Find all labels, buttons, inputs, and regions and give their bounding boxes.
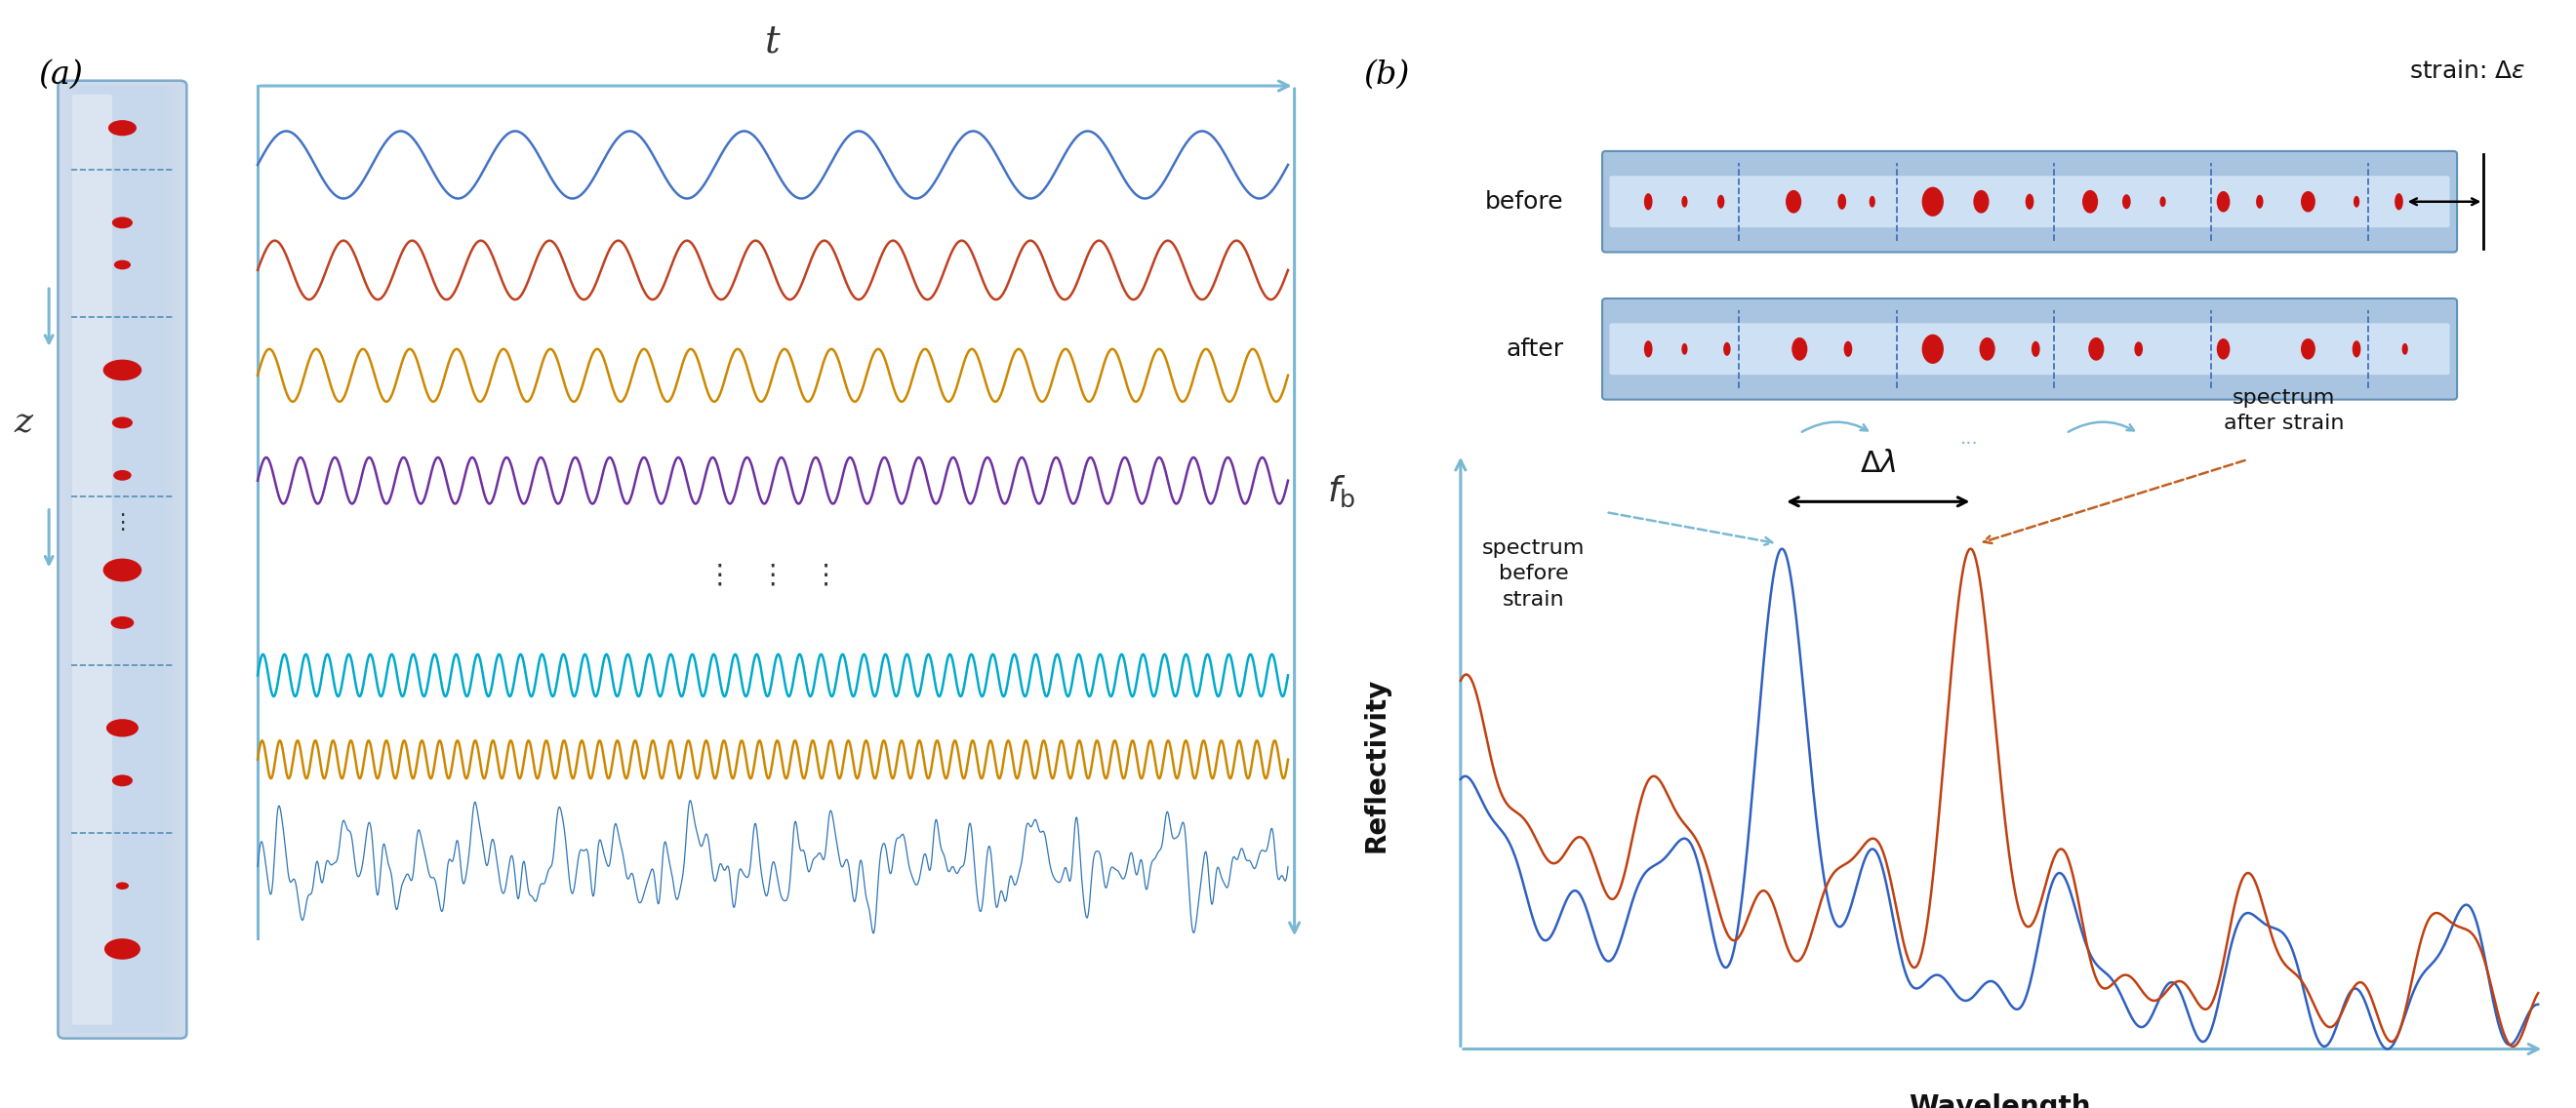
- Ellipse shape: [1682, 343, 1687, 355]
- Bar: [77, 85, 167, 1033]
- FancyBboxPatch shape: [1602, 298, 2458, 400]
- Ellipse shape: [1922, 335, 1945, 363]
- Ellipse shape: [1973, 191, 1989, 213]
- Text: ...: ...: [1960, 429, 1978, 448]
- Ellipse shape: [1785, 191, 1801, 213]
- Text: t: t: [765, 23, 781, 60]
- Bar: [64, 85, 180, 1033]
- Ellipse shape: [103, 938, 139, 960]
- Ellipse shape: [2257, 195, 2264, 208]
- Ellipse shape: [2300, 338, 2316, 359]
- Ellipse shape: [113, 217, 134, 228]
- Text: ⋮: ⋮: [111, 513, 134, 533]
- Ellipse shape: [103, 558, 142, 582]
- Bar: [118, 85, 126, 1033]
- Ellipse shape: [111, 616, 134, 629]
- Text: Wavelength: Wavelength: [1909, 1094, 2089, 1108]
- Bar: [95, 85, 149, 1033]
- Bar: [108, 85, 137, 1033]
- Bar: [72, 85, 173, 1033]
- Text: after: after: [1507, 337, 1564, 361]
- Ellipse shape: [2218, 191, 2231, 213]
- Ellipse shape: [1922, 187, 1945, 216]
- Ellipse shape: [1793, 338, 1808, 360]
- Text: Reflectivity: Reflectivity: [1363, 677, 1388, 852]
- Ellipse shape: [2136, 341, 2143, 357]
- Ellipse shape: [2025, 194, 2035, 209]
- Ellipse shape: [2218, 338, 2231, 359]
- Ellipse shape: [1870, 196, 1875, 207]
- Text: strain: $\Delta\varepsilon$: strain: $\Delta\varepsilon$: [2409, 60, 2527, 83]
- Ellipse shape: [113, 774, 134, 787]
- Ellipse shape: [2354, 196, 2360, 207]
- Ellipse shape: [113, 470, 131, 481]
- Text: ⋮   ⋮   ⋮: ⋮ ⋮ ⋮: [706, 562, 840, 589]
- Bar: [106, 85, 139, 1033]
- Bar: [85, 85, 160, 1033]
- FancyBboxPatch shape: [59, 81, 185, 1038]
- Ellipse shape: [2300, 191, 2316, 213]
- Ellipse shape: [1643, 340, 1651, 358]
- Ellipse shape: [1978, 338, 1996, 360]
- Text: spectrum
after strain: spectrum after strain: [2223, 388, 2344, 433]
- Bar: [67, 85, 178, 1033]
- Ellipse shape: [1682, 196, 1687, 207]
- Bar: [111, 85, 134, 1033]
- Text: (a): (a): [39, 60, 82, 91]
- Ellipse shape: [113, 417, 134, 429]
- FancyBboxPatch shape: [1610, 176, 2450, 227]
- Text: z: z: [13, 407, 31, 439]
- Ellipse shape: [103, 359, 142, 380]
- Ellipse shape: [116, 882, 129, 890]
- Ellipse shape: [2123, 194, 2130, 209]
- Ellipse shape: [106, 719, 139, 737]
- Bar: [103, 85, 142, 1033]
- Bar: [113, 85, 131, 1033]
- Text: $\Delta\lambda$: $\Delta\lambda$: [1860, 449, 1896, 479]
- Text: spectrum
before
strain: spectrum before strain: [1481, 538, 1584, 609]
- Bar: [70, 85, 175, 1033]
- Ellipse shape: [2352, 340, 2360, 358]
- Ellipse shape: [2401, 343, 2409, 355]
- FancyBboxPatch shape: [1602, 151, 2458, 253]
- Text: $f_{\mathrm{b}}$: $f_{\mathrm{b}}$: [1327, 473, 1355, 509]
- Bar: [98, 85, 144, 1033]
- FancyBboxPatch shape: [72, 94, 113, 1025]
- Ellipse shape: [2032, 341, 2040, 357]
- Bar: [90, 85, 155, 1033]
- Text: (b): (b): [1363, 60, 1409, 91]
- FancyBboxPatch shape: [1610, 324, 2450, 375]
- Bar: [82, 85, 162, 1033]
- Ellipse shape: [2396, 193, 2403, 211]
- Text: before: before: [1484, 189, 1564, 214]
- Ellipse shape: [2081, 191, 2097, 213]
- Bar: [116, 85, 129, 1033]
- Ellipse shape: [108, 120, 137, 136]
- Bar: [93, 85, 152, 1033]
- Ellipse shape: [1723, 342, 1731, 356]
- Bar: [88, 85, 157, 1033]
- Ellipse shape: [1837, 194, 1847, 209]
- Ellipse shape: [1643, 193, 1651, 211]
- Ellipse shape: [1844, 341, 1852, 357]
- Bar: [80, 85, 165, 1033]
- Ellipse shape: [113, 260, 131, 269]
- Ellipse shape: [2089, 338, 2105, 360]
- Ellipse shape: [2159, 196, 2166, 207]
- Ellipse shape: [1718, 195, 1723, 208]
